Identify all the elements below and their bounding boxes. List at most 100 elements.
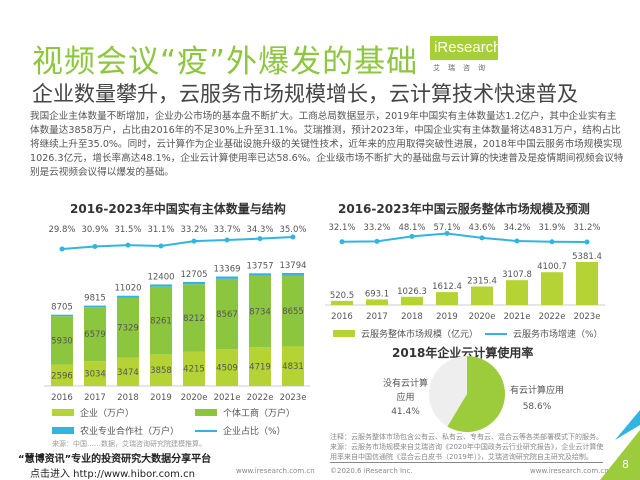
- chart1-x-label: 2022e: [247, 393, 274, 403]
- chart1-total-label: 11020: [114, 284, 141, 294]
- chart1-bar-coop: [249, 273, 271, 276]
- chart1-line-label: 34.3%: [246, 225, 273, 235]
- chart1-bar-individual: [216, 278, 238, 350]
- chart1-bar-coop: [84, 305, 106, 308]
- chart2-bar-label: 693.1: [365, 289, 389, 299]
- chart1-bar-coop: [216, 276, 238, 279]
- chart1-seg-label: 5930: [51, 336, 73, 346]
- chart1-share-point: [158, 243, 164, 249]
- chart1-seg-label: 4719: [249, 363, 271, 373]
- pie-value-no: 41.4%: [391, 407, 420, 417]
- chart1-total-label: 13757: [246, 261, 273, 271]
- chart1-seg-label: 7329: [117, 324, 139, 334]
- corner-decoration: [615, 410, 640, 440]
- chart1-bar-enterprise: [282, 346, 304, 386]
- chart1-bar-enterprise: [249, 347, 271, 386]
- note-line: 来源：云服务市场规模来自艾瑞咨询《2020年中国政务云行业研究报告》，企业云计算…: [330, 443, 604, 451]
- chart1-x-label: 2017: [84, 393, 106, 403]
- chart1-line-label: 31.5%: [114, 225, 141, 235]
- legend-line: [485, 332, 507, 335]
- chart1-bar-enterprise: [84, 361, 106, 386]
- chart1-share-point: [125, 242, 131, 248]
- chart2-line-label: 57.1%: [433, 223, 460, 233]
- chart2-bar-label: 520.5: [330, 291, 354, 301]
- chart1-line-label: 33.7%: [213, 225, 240, 235]
- notes: 注释：云服务整体市场包含公有云、私有云、专有云、混合云等各类部署模式下的服务。 …: [330, 432, 604, 463]
- chart2-line-label: 48.1%: [398, 223, 425, 233]
- chart1-bar-enterprise: [183, 351, 205, 386]
- chart1-seg-label: 8655: [282, 307, 304, 317]
- corner-decoration: [600, 430, 640, 480]
- legend-enterprise-share: 企业占比（%）: [195, 424, 286, 437]
- chart2-growth-point: [479, 235, 485, 241]
- chart2-bar: [401, 296, 423, 305]
- chart1-x-label: 2018: [117, 393, 139, 403]
- chart2-growth-point: [409, 233, 415, 239]
- chart1-seg-label: 8734: [249, 308, 271, 318]
- pie-value-yes: 58.6%: [522, 402, 552, 412]
- chart2-bar: [541, 272, 563, 305]
- legend-label: 云服务市场增速（%）: [513, 330, 603, 340]
- chart1-source: 来源：中国……数据，艾瑞咨询研究院建模推算。: [52, 440, 206, 448]
- legend-enterprise: 企业（万户）: [52, 406, 134, 419]
- chart2-bar: [576, 262, 598, 305]
- legend-swatch: [333, 330, 355, 337]
- chart1-share-point: [257, 236, 263, 242]
- chart1-seg-label: 8261: [150, 317, 172, 327]
- legend-label: 农业专业合作社（万户）: [80, 427, 180, 437]
- chart2-bar-label: 2315.4: [467, 276, 497, 286]
- legend-label: 云服务整体市场规模（亿元）: [361, 330, 479, 340]
- chart2-x-label: 2019: [436, 312, 458, 322]
- chart1-title: 2016-2023年中国实有主体数量与结构: [70, 202, 286, 216]
- chart1-bar-coop: [150, 284, 172, 287]
- chart1-share-point: [92, 243, 98, 249]
- chart1-total-label: 12705: [180, 270, 207, 280]
- pie-label-yes: 有云计算应用 58.6%: [510, 383, 564, 415]
- chart1-seg-label: 8567: [216, 310, 238, 320]
- chart1-bar-coop: [282, 273, 304, 276]
- chart1-share-point: [290, 234, 296, 240]
- chart2-x-label: 2018: [401, 312, 423, 322]
- chart2-growth-point: [444, 230, 450, 236]
- footer-copyright: ©2020.6 iResearch Inc.: [330, 467, 413, 475]
- chart1-seg-label: 2596: [51, 371, 73, 381]
- chart1-total-label: 12400: [147, 272, 174, 282]
- chart1-bar-individual: [249, 275, 271, 348]
- chart2-x-label: 2021e: [504, 312, 531, 322]
- watermark-link[interactable]: 点击进入 http://www.hibor.com.cn: [30, 469, 195, 480]
- chart1-bar-individual: [150, 286, 172, 355]
- chart2-x-label: 2022e: [539, 312, 566, 322]
- chart1-line-label: 31.1%: [147, 225, 174, 235]
- footer-url-right[interactable]: www.iresearch.com.cn: [530, 467, 609, 475]
- chart1-x-label: 2020e: [181, 393, 208, 403]
- chart1-total-label: 13794: [279, 261, 306, 271]
- chart1-bar-individual: [84, 307, 106, 362]
- chart1-total-label: 13369: [213, 264, 240, 274]
- chart1-bar-enterprise: [150, 354, 172, 386]
- chart1-total-label: 8705: [51, 303, 73, 313]
- chart2-bar-label: 3107.8: [502, 270, 532, 280]
- chart2-bar: [331, 300, 353, 305]
- chart1-bar-individual: [117, 297, 139, 358]
- footer-url-left[interactable]: www.iresearch.com.cn: [236, 467, 315, 475]
- note-line: 用率来自中国信通院《混合云白皮书（2019年）》，艾瑞咨询研究院自主研究及绘制。: [330, 452, 604, 463]
- chart3-title: 2018年企业云计算使用率: [392, 346, 534, 360]
- chart1-line-label: 35.0%: [279, 225, 306, 235]
- chart2-title: 2016-2023年中国云服务整体市场规模及预测: [338, 202, 590, 216]
- pie-label-no: 没有云计算 应用 41.4%: [383, 377, 428, 419]
- chart1-bar-enterprise: [51, 364, 73, 386]
- legend-label: 企业占比（%）: [223, 427, 286, 437]
- chart2-line-label: 43.6%: [468, 223, 495, 233]
- chart1-seg-label: 3858: [150, 366, 172, 376]
- chart2-bar: [436, 292, 458, 305]
- chart2-growth-point: [374, 238, 380, 244]
- chart2-bar: [471, 286, 493, 305]
- chart2-growth-point: [549, 239, 555, 245]
- chart1-bar-enterprise: [216, 349, 238, 386]
- chart2-bar: [366, 299, 388, 305]
- legend-swatch: [52, 409, 74, 416]
- chart1-seg-label: 4215: [183, 365, 205, 375]
- legend-swatch: [52, 427, 74, 434]
- chart1-line-label: 30.9%: [81, 225, 108, 235]
- chart1-line-label: 29.8%: [48, 225, 75, 235]
